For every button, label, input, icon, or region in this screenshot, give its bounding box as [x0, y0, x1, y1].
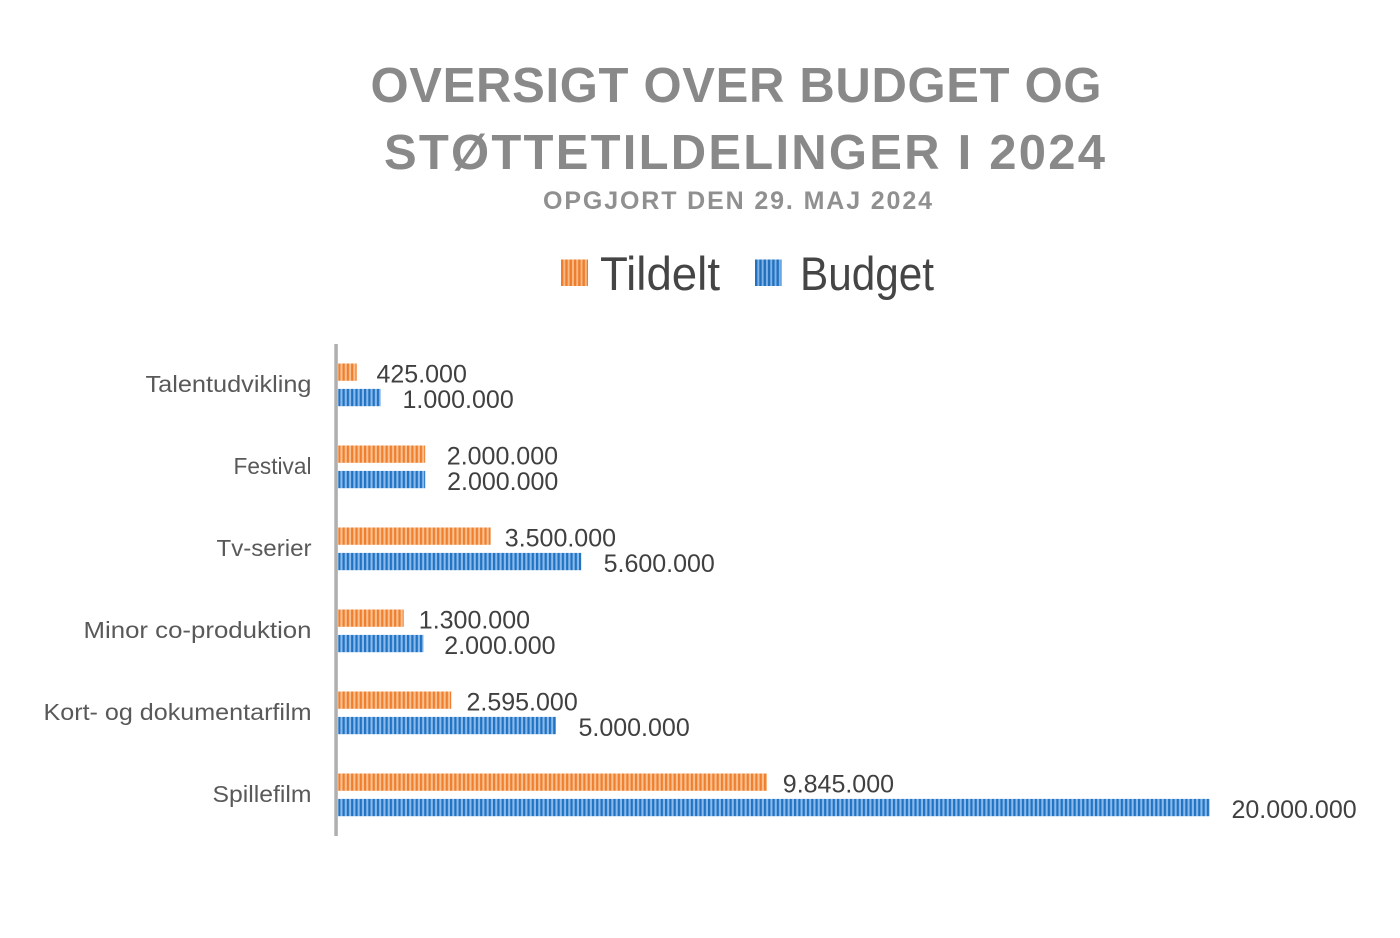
svg-text:STØTTETILDELINGER I 2024: STØTTETILDELINGER I 2024 [384, 126, 1105, 180]
svg-text:OVERSIGT OVER BUDGET OG: OVERSIGT OVER BUDGET OG [371, 59, 1102, 113]
svg-text:Tv-serier: Tv-serier [217, 535, 312, 561]
svg-text:Talentudvikling: Talentudvikling [146, 371, 312, 397]
svg-text:1.000.000: 1.000.000 [403, 386, 514, 414]
svg-text:Budget: Budget [800, 247, 934, 300]
svg-text:Tildelt: Tildelt [600, 247, 720, 300]
svg-text:3.500.000: 3.500.000 [505, 525, 616, 553]
svg-text:425.000: 425.000 [377, 361, 467, 389]
svg-text:9.845.000: 9.845.000 [783, 771, 894, 799]
svg-text:Festival: Festival [234, 453, 312, 479]
svg-text:OPGJORT DEN 29. MAJ 2024: OPGJORT DEN 29. MAJ 2024 [543, 187, 932, 215]
svg-text:1.300.000: 1.300.000 [419, 607, 530, 635]
svg-text:Spillefilm: Spillefilm [213, 781, 312, 807]
svg-text:2.595.000: 2.595.000 [467, 689, 578, 717]
svg-text:5.600.000: 5.600.000 [604, 550, 715, 578]
svg-text:Kort- og dokumentarfilm: Kort- og dokumentarfilm [44, 699, 312, 725]
svg-text:2.000.000: 2.000.000 [444, 632, 555, 660]
svg-text:5.000.000: 5.000.000 [579, 714, 690, 742]
svg-text:2.000.000: 2.000.000 [447, 468, 558, 496]
svg-text:2.000.000: 2.000.000 [447, 443, 558, 471]
svg-text:Minor co-produktion: Minor co-produktion [84, 617, 312, 643]
svg-text:20.000.000: 20.000.000 [1232, 796, 1357, 824]
